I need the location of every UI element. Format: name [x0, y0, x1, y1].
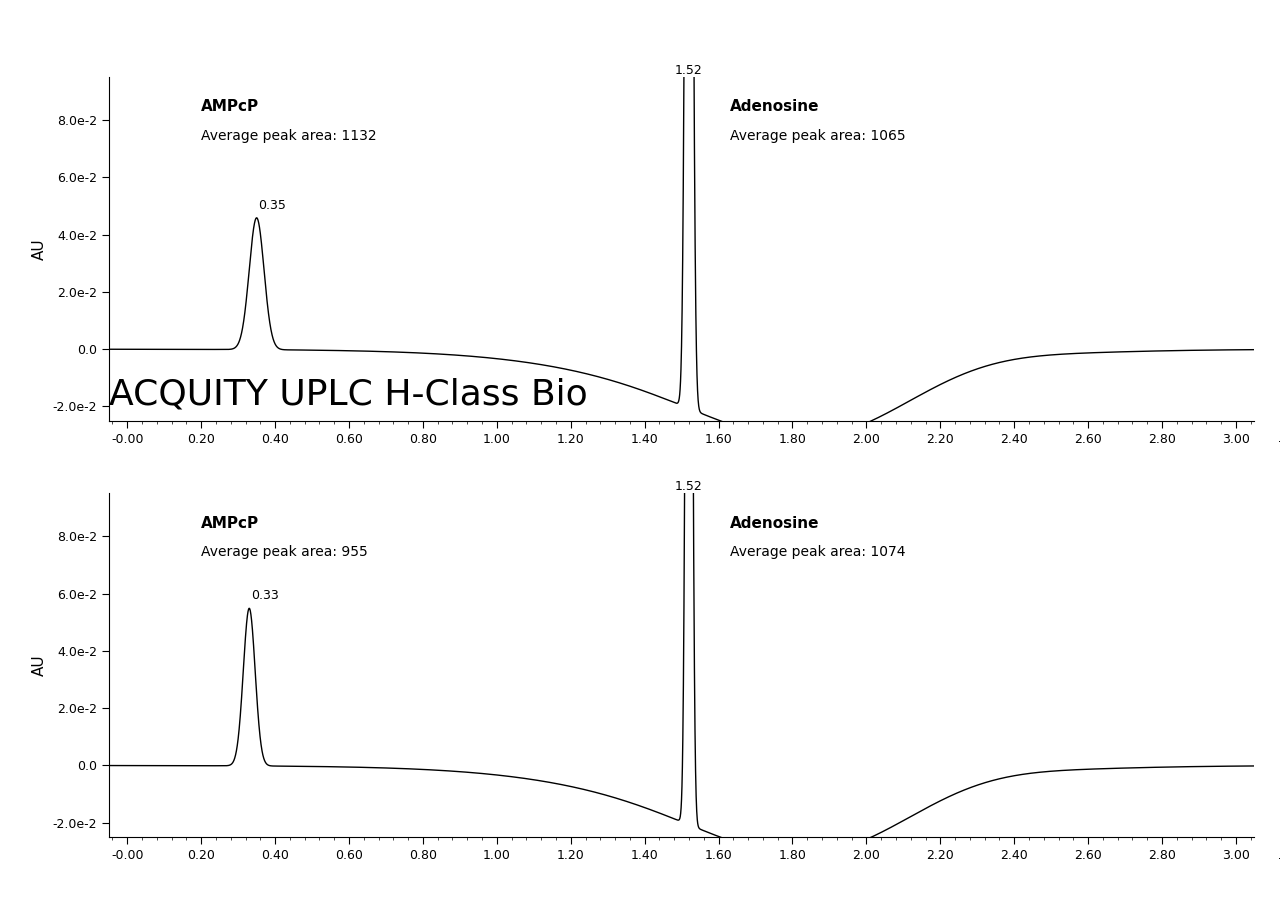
Text: 1.52: 1.52 — [675, 64, 703, 77]
Y-axis label: AU: AU — [32, 238, 47, 260]
Y-axis label: AU: AU — [32, 654, 47, 676]
Text: Average peak area: 1065: Average peak area: 1065 — [730, 129, 905, 143]
Text: Adenosine: Adenosine — [730, 516, 819, 530]
Text: Adenosine: Adenosine — [730, 100, 819, 114]
Text: 1.52: 1.52 — [675, 481, 703, 493]
Text: Average peak area: 955: Average peak area: 955 — [201, 546, 367, 559]
Text: AMPcP: AMPcP — [201, 516, 260, 530]
Text: 0.35: 0.35 — [259, 198, 287, 212]
Text: ACQUITY UPLC H-Class Bio: ACQUITY UPLC H-Class Bio — [109, 377, 588, 412]
Text: 0.33: 0.33 — [251, 589, 279, 602]
Text: AMPcP: AMPcP — [201, 100, 260, 114]
Text: Average peak area: 1074: Average peak area: 1074 — [730, 546, 905, 559]
Text: Average peak area: 1132: Average peak area: 1132 — [201, 129, 376, 143]
